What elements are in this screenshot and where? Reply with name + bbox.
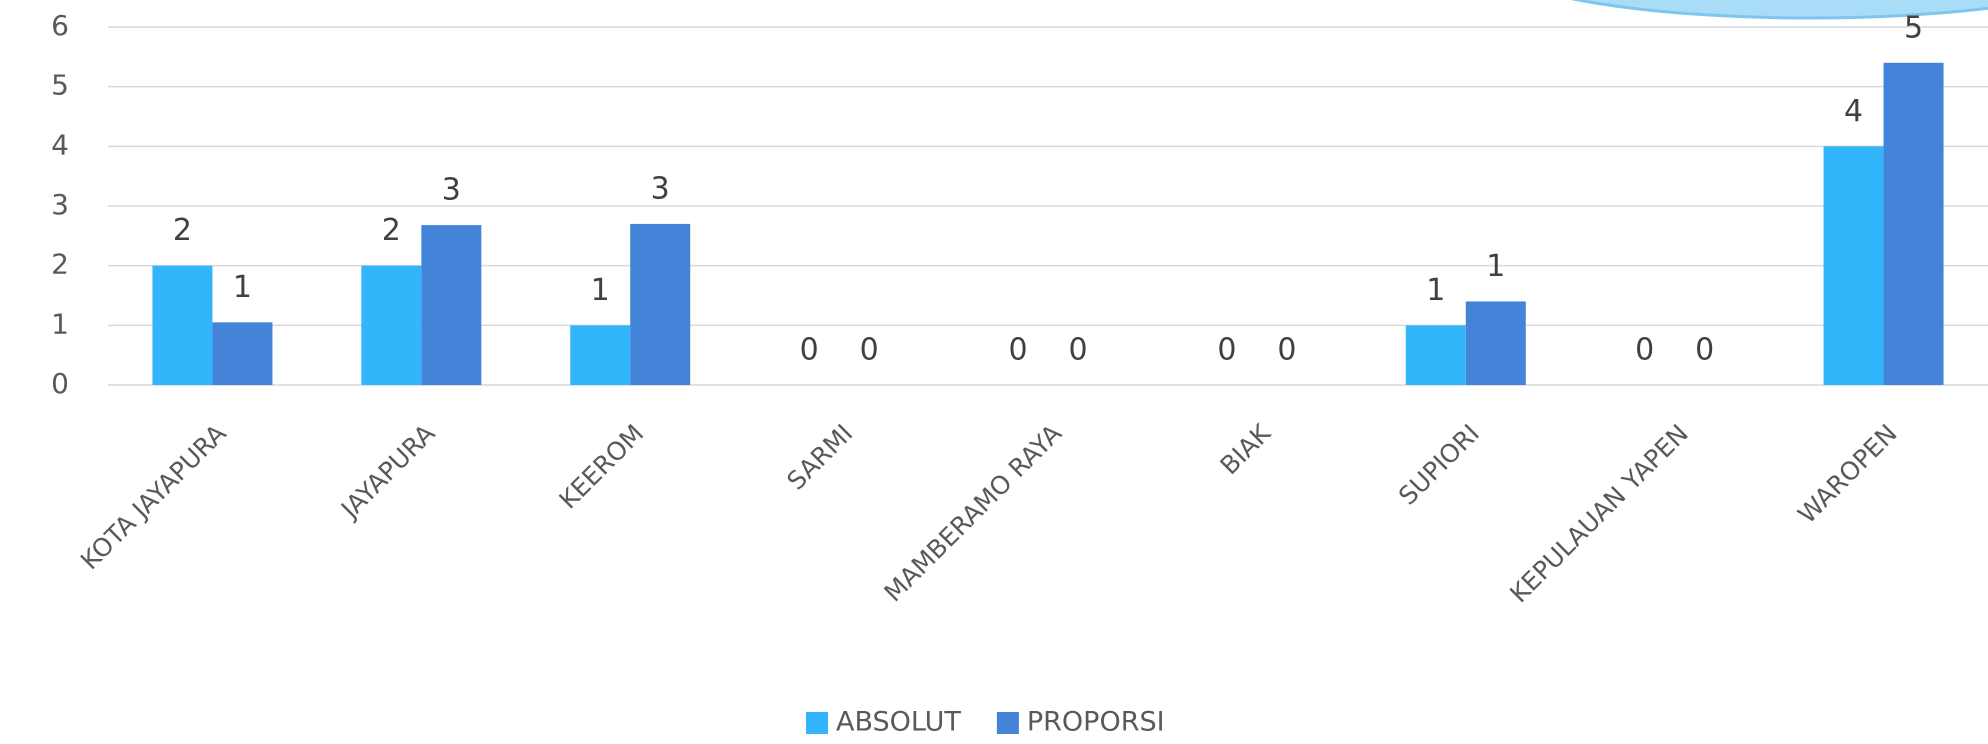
data-label: 1 <box>233 270 252 305</box>
bar <box>421 225 482 385</box>
data-label: 0 <box>800 333 819 368</box>
data-label: 1 <box>1486 249 1505 284</box>
bar <box>630 223 691 385</box>
bar <box>152 265 213 385</box>
x-tick-label: JAYAPURA <box>334 419 440 525</box>
x-tick-label: KEEROM <box>554 419 650 515</box>
legend-label: PROPORSI <box>1027 707 1165 738</box>
y-tick-label: 1 <box>51 307 69 340</box>
y-tick-label: 3 <box>51 188 69 221</box>
y-tick-label: 5 <box>51 69 69 102</box>
data-label: 2 <box>173 213 192 248</box>
x-tick-label: KOTA JAYAPURA <box>75 419 232 576</box>
y-tick-label: 4 <box>51 128 69 161</box>
bar <box>1405 325 1466 385</box>
bar <box>570 325 631 385</box>
bar <box>361 265 422 385</box>
x-tick-label: WAROPEN <box>1792 419 1902 529</box>
data-label: 0 <box>1277 333 1296 368</box>
x-tick-label: BIAK <box>1215 418 1277 480</box>
legend-swatch <box>996 712 1019 734</box>
x-tick-label: KEPULAUAN YAPEN <box>1504 419 1694 609</box>
legend-label: ABSOLUT <box>836 707 961 738</box>
y-tick-label: 2 <box>51 248 69 281</box>
x-tick-label: SUPIORI <box>1393 419 1485 511</box>
data-label: 4 <box>1844 94 1863 129</box>
data-label: 3 <box>651 171 670 206</box>
data-label: 1 <box>1426 273 1445 308</box>
legend-swatch <box>806 712 828 734</box>
x-tick-label: SARMI <box>781 419 858 496</box>
data-label: 2 <box>382 213 401 248</box>
data-label: 0 <box>1008 333 1027 368</box>
x-tick-label: MAMBERAMO RAYA <box>879 419 1068 608</box>
y-tick-label: 6 <box>51 9 69 42</box>
bar <box>212 322 273 385</box>
data-label: 5 <box>1904 10 1923 45</box>
bar <box>1823 146 1884 385</box>
bar <box>1465 301 1526 385</box>
data-label: 3 <box>442 173 461 208</box>
bar <box>1883 62 1944 386</box>
decoration <box>1570 0 1988 20</box>
y-tick-label: 0 <box>51 367 69 400</box>
data-label: 0 <box>1695 333 1714 368</box>
data-label: 0 <box>1217 333 1236 368</box>
data-label: 0 <box>1635 333 1654 368</box>
data-label: 0 <box>860 333 879 368</box>
data-label: 0 <box>1068 333 1087 368</box>
data-label: 1 <box>591 273 610 308</box>
